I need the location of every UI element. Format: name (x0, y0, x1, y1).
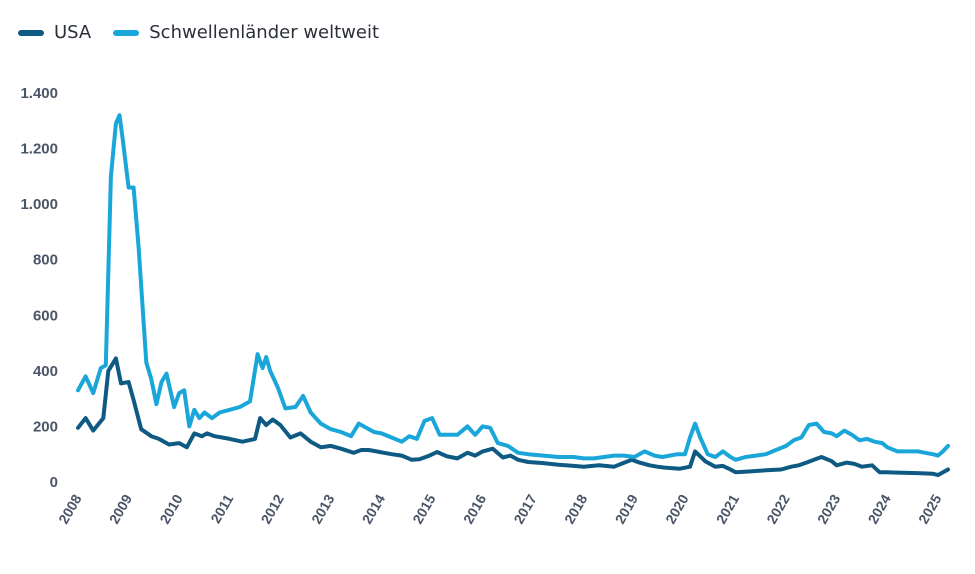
x-tick-label: 2019 (612, 491, 642, 526)
y-tick-label: 400 (33, 363, 58, 380)
x-tick-label: 2022 (763, 491, 793, 526)
x-tick-label: 2012 (257, 491, 287, 526)
x-tick-label: 2013 (308, 491, 338, 526)
plot-area (76, 113, 950, 478)
x-tick-label: 2008 (55, 491, 85, 526)
y-axis: 0 200 400 600 800 1.000 1.200 1.400 (20, 85, 58, 491)
x-tick-label: 2020 (662, 491, 692, 526)
series-line-usa (76, 356, 950, 478)
x-tick-label: 2024 (864, 491, 894, 526)
legend-swatch-emerging-markets (113, 29, 140, 36)
x-tick-label: 2015 (409, 491, 439, 526)
x-tick-label: 2009 (106, 491, 136, 526)
legend-swatch-usa (18, 29, 44, 36)
x-tick-label: 2016 (460, 491, 490, 526)
x-tick-label: 2018 (561, 491, 591, 526)
series-line-emerging-markets (76, 113, 950, 462)
x-tick-label: 2025 (915, 491, 945, 526)
y-tick-label: 800 (33, 252, 58, 269)
legend-label-usa: USA (54, 22, 92, 43)
x-tick-label: 2023 (814, 491, 844, 526)
x-tick-label: 2011 (207, 491, 236, 525)
legend-label-emerging-markets: Schwellenländer weltweit (149, 22, 380, 43)
chart-legend: USA Schwellenländer weltweit (18, 22, 401, 43)
x-tick-label: 2014 (359, 491, 389, 526)
x-tick-label: 2021 (713, 491, 743, 526)
legend-item-usa: USA (18, 22, 91, 43)
x-tick-label: 2017 (510, 491, 540, 526)
y-tick-label: 600 (33, 307, 58, 324)
y-tick-label: 1.000 (20, 196, 58, 213)
x-axis: 2008 2009 2010 2011 2012 2013 2014 2015 2016 2017… (55, 491, 944, 526)
legend-item-emerging-markets: Schwellenländer weltweit (113, 22, 379, 43)
y-tick-label: 1.200 (20, 141, 58, 158)
y-tick-label: 0 (50, 474, 58, 491)
y-tick-label: 1.400 (20, 85, 58, 102)
x-tick-label: 2010 (156, 491, 186, 526)
y-tick-label: 200 (33, 418, 58, 435)
